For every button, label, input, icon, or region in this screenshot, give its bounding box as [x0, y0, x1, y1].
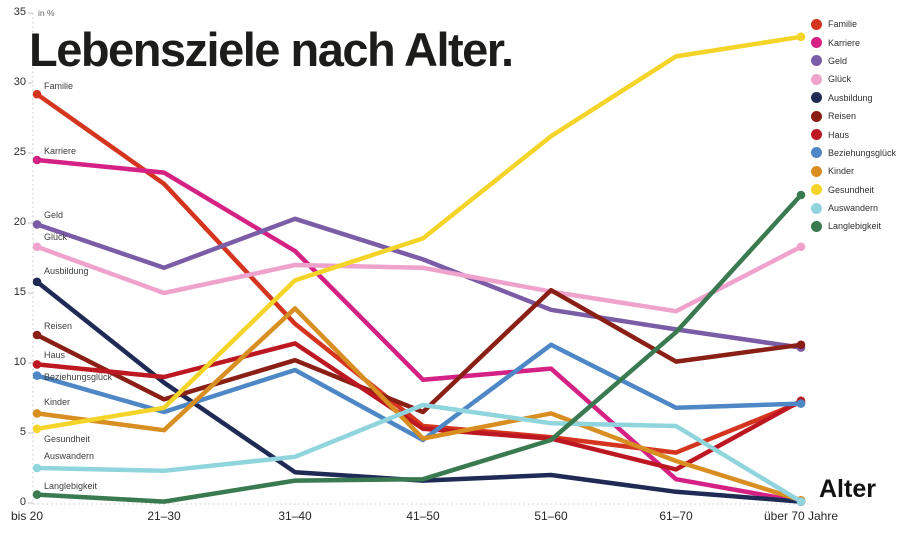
legend-label: Geld	[828, 55, 848, 66]
legend-label: Gesundheit	[828, 184, 875, 195]
series-line-langlebigkeit	[34, 192, 804, 504]
legend-label: Haus	[828, 129, 850, 140]
series-line-auswandern	[34, 402, 804, 504]
series-start-label-langlebigkeit: Langlebigkeit	[44, 481, 98, 491]
series-start-label-karriere: Karriere	[44, 146, 77, 156]
legend-dot	[811, 37, 822, 49]
legend-item-gesundheit: Gesundheit	[811, 181, 896, 199]
legend-item-haus: Haus	[811, 125, 896, 143]
legend-item-ausbildung: Ausbildung	[811, 89, 896, 107]
legend-dot	[811, 55, 822, 67]
x-tick-label: über 70 Jahre	[763, 509, 839, 523]
legend-label: Reisen	[828, 111, 857, 122]
x-tick-label: 31–40	[278, 509, 312, 523]
legend-dot	[811, 73, 822, 85]
legend-item-karriere: Karriere	[811, 33, 896, 51]
legend-dot	[811, 129, 822, 141]
legend-label: Familie	[828, 19, 858, 30]
y-tick-label: 0	[19, 496, 26, 508]
legend-item-glück: Glück	[811, 70, 896, 88]
series-line-gesundheit	[34, 34, 804, 432]
chart-title: Lebensziele nach Alter.	[29, 23, 514, 76]
legend-label: Kinder	[828, 166, 855, 177]
x-tick-label: 61–70	[659, 509, 693, 523]
series-start-label-familie: Familie	[44, 81, 74, 91]
series-start-label-beziehungsglück: Beziehungsglück	[44, 372, 113, 382]
y-tick-label: 35	[13, 6, 26, 18]
series-start-label-glück: Glück	[44, 232, 68, 242]
legend-dot	[811, 147, 822, 159]
legend-dot	[811, 220, 822, 232]
y-tick-label: 15	[13, 286, 26, 298]
legend-item-langlebigkeit: Langlebigkeit	[811, 217, 896, 235]
x-axis-title: Alter	[819, 475, 876, 503]
series-line-glück	[34, 244, 804, 314]
y-tick-label: 5	[19, 426, 26, 438]
legend-item-geld: Geld	[811, 52, 896, 70]
x-tick-label: bis 20	[10, 509, 44, 523]
legend-dot	[811, 202, 822, 214]
y-tick-label: 30	[13, 76, 26, 88]
series-start-label-kinder: Kinder	[44, 397, 71, 407]
series-line-karriere	[34, 157, 804, 504]
x-tick-label: 21–30	[147, 509, 181, 523]
series-line-haus	[34, 341, 804, 472]
legend-label: Beziehungsglück	[828, 147, 897, 158]
series-start-label-geld: Geld	[44, 210, 64, 220]
legend-dot	[811, 110, 822, 122]
legend-item-reisen: Reisen	[811, 107, 896, 125]
legend-dot	[811, 184, 822, 196]
legend-label: Karriere	[828, 37, 861, 48]
legend-item-auswandern: Auswandern	[811, 199, 896, 217]
legend-label: Auswandern	[828, 203, 879, 214]
legend-item-familie: Familie	[811, 15, 896, 33]
x-tick-label: 51–60	[534, 509, 568, 523]
y-axis-unit-label: in %	[38, 8, 55, 18]
legend-label: Glück	[828, 74, 852, 85]
series-line-familie	[34, 91, 804, 455]
series-start-label-auswandern: Auswandern	[44, 451, 95, 461]
series-start-label-haus: Haus	[44, 350, 66, 360]
y-tick-label: 25	[13, 146, 26, 158]
series-start-label-reisen: Reisen	[44, 321, 73, 331]
legend-item-beziehungsglück: Beziehungsglück	[811, 144, 896, 162]
legend-item-kinder: Kinder	[811, 162, 896, 180]
x-tick-label: 41–50	[406, 509, 440, 523]
legend-label: Ausbildung	[828, 92, 873, 103]
legend-label: Langlebigkeit	[828, 221, 882, 232]
legend: Familie Karriere Geld Glück Ausbildung Reisen…	[811, 15, 896, 236]
y-tick-label: 20	[13, 216, 26, 228]
y-tick-label: 10	[13, 356, 26, 368]
series-start-label-gesundheit: Gesundheit	[44, 434, 91, 444]
legend-dot	[811, 18, 822, 30]
series-line-reisen	[34, 287, 804, 415]
legend-dot	[811, 165, 822, 177]
series-line-kinder	[34, 306, 804, 503]
series-start-label-ausbildung: Ausbildung	[44, 266, 89, 276]
legend-dot	[811, 92, 822, 104]
